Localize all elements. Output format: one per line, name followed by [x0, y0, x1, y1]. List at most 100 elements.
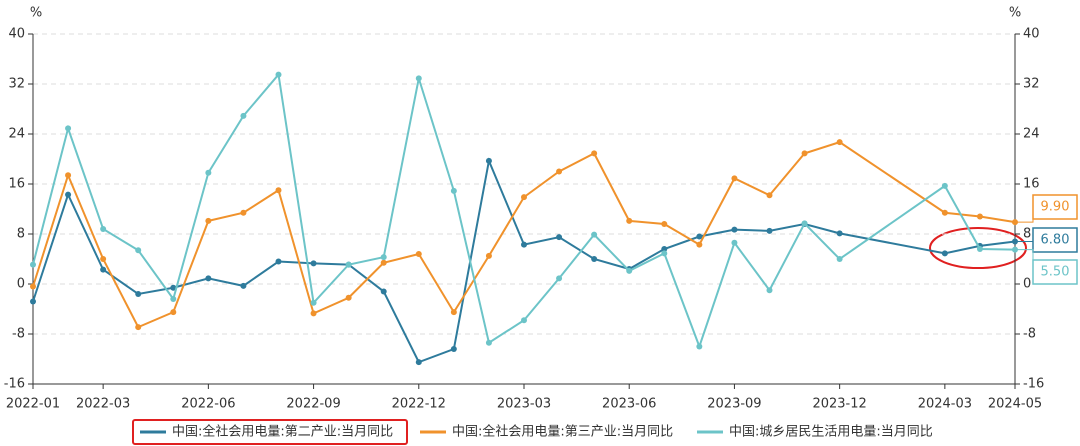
y-tick-label: 8 — [17, 227, 25, 242]
x-tick-label: 2022-12 — [392, 397, 446, 412]
x-tick-label: 2022-03 — [76, 397, 130, 412]
point — [415, 359, 422, 366]
point — [766, 227, 773, 234]
point — [275, 187, 282, 194]
point — [450, 346, 457, 352]
highlight-box — [132, 419, 408, 445]
series-line — [32, 157, 1016, 364]
point — [240, 112, 247, 119]
x-tick-label: 2022-09 — [286, 397, 340, 412]
point — [485, 157, 492, 164]
point — [135, 247, 142, 254]
point — [626, 217, 633, 224]
y-tick-label: 40 — [8, 27, 25, 42]
point — [310, 260, 317, 267]
point — [836, 256, 843, 262]
point — [30, 298, 36, 305]
y-tick-label: -8 — [12, 327, 25, 342]
x-tick-label: 2023-03 — [497, 397, 551, 412]
point — [240, 209, 247, 216]
y-tick-label: -16 — [4, 377, 25, 392]
point — [135, 324, 142, 331]
point — [521, 241, 527, 248]
y-tick-label: 32 — [8, 77, 25, 92]
point — [941, 250, 948, 257]
point — [591, 150, 598, 157]
y2-tick-label: 0 — [1023, 277, 1031, 292]
end-label-box — [1032, 194, 1078, 220]
point — [661, 221, 668, 227]
point — [696, 343, 703, 350]
point — [450, 187, 457, 194]
point — [65, 172, 72, 179]
point — [170, 309, 177, 316]
point — [976, 246, 983, 252]
point — [65, 125, 72, 132]
point — [521, 317, 527, 324]
point — [591, 256, 598, 262]
point — [485, 339, 492, 346]
point — [696, 233, 703, 240]
point — [556, 168, 563, 175]
series-line — [32, 72, 1016, 350]
point — [731, 239, 738, 246]
point — [100, 226, 107, 232]
end-label: 6.80 — [1041, 233, 1070, 248]
end-label: 5.50 — [1041, 265, 1070, 280]
y2-tick-label: 24 — [1023, 127, 1040, 142]
point — [135, 291, 142, 297]
point — [766, 287, 773, 294]
point — [941, 182, 948, 189]
legend-label: 中国:全社会用电量:第二产业:当月同比 — [172, 424, 393, 440]
x-tick-label: 2024-03 — [918, 397, 972, 412]
x-tick-label: 2022-01 — [6, 397, 60, 412]
y2-tick-label: 8 — [1023, 227, 1031, 242]
point — [30, 283, 36, 290]
legend-label: 中国:城乡居民生活用电量:当月同比 — [729, 425, 933, 440]
point — [696, 241, 703, 248]
y-tick-label: 16 — [8, 177, 25, 192]
y2-tick-label: 16 — [1023, 177, 1040, 192]
point — [485, 252, 492, 259]
point — [205, 169, 212, 176]
point — [521, 194, 527, 201]
point — [801, 150, 808, 157]
point — [661, 246, 668, 252]
point — [415, 251, 422, 257]
point — [205, 217, 212, 224]
y2-tick-label: -16 — [1023, 377, 1044, 392]
point — [661, 250, 668, 257]
point — [275, 258, 282, 265]
end-label-box — [1032, 259, 1078, 285]
y-tick-label: 0 — [17, 277, 25, 292]
point — [30, 261, 36, 268]
point — [100, 266, 107, 273]
point — [380, 288, 387, 295]
end-label: 9.90 — [1041, 200, 1070, 215]
point — [380, 254, 387, 261]
x-tick-label: 2022-06 — [181, 397, 235, 412]
point — [591, 231, 598, 238]
point — [626, 267, 633, 274]
point — [205, 275, 212, 282]
x-tick-label: 2023-06 — [602, 397, 656, 412]
point — [556, 275, 563, 282]
x-tick-label: 2024-05 — [988, 397, 1042, 412]
point — [415, 75, 422, 82]
point — [310, 310, 317, 317]
y-tick-label: 24 — [8, 127, 25, 142]
point — [976, 213, 983, 220]
legend-label: 中国:全社会用电量:第三产业:当月同比 — [452, 424, 673, 440]
point — [836, 230, 843, 237]
point — [345, 294, 352, 301]
y-unit: % — [30, 6, 42, 21]
point — [941, 209, 948, 216]
y2-unit: % — [1009, 6, 1021, 21]
point — [731, 226, 738, 233]
series-line — [32, 141, 1016, 329]
point — [310, 299, 317, 306]
x-tick-label: 2023-09 — [707, 397, 761, 412]
point — [170, 296, 177, 302]
point — [240, 282, 247, 289]
